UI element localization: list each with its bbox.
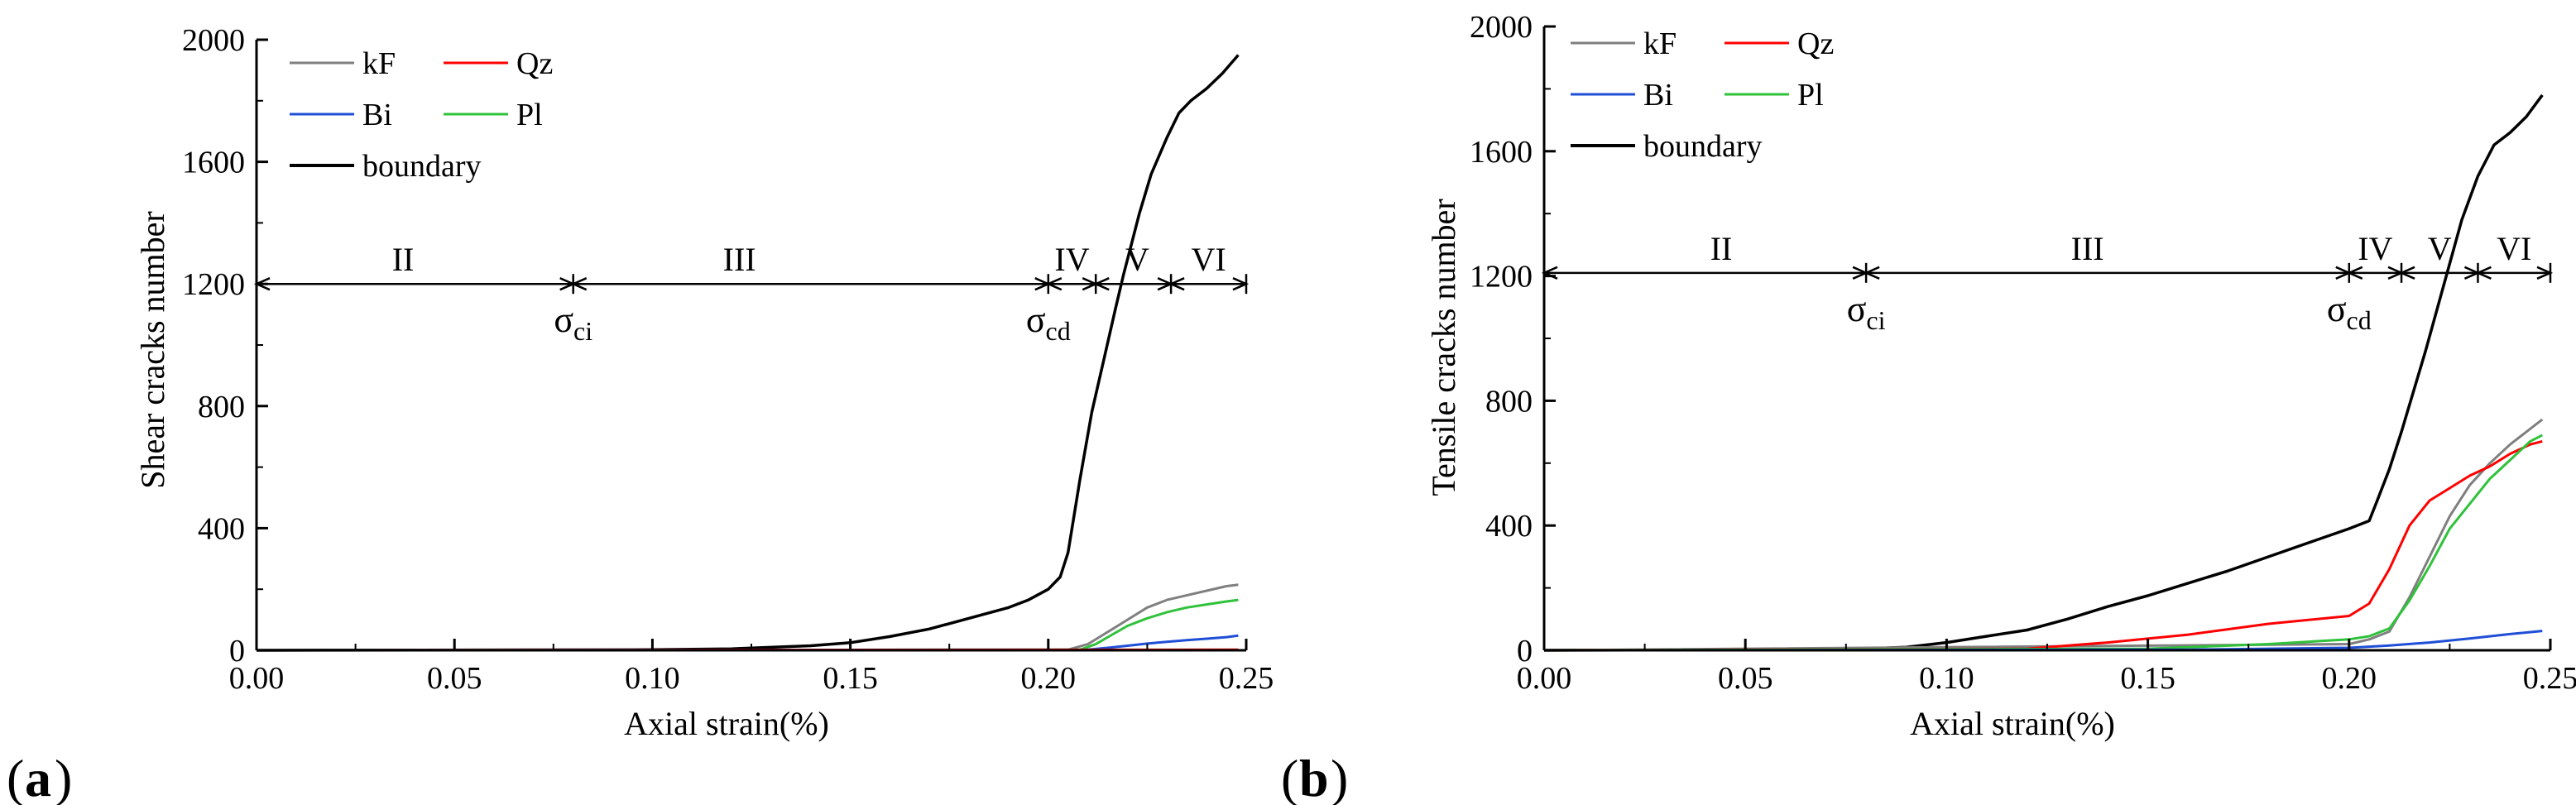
stage-arrowhead xyxy=(1168,277,1185,291)
svg-text:(: ( xyxy=(1281,749,1298,805)
legend-label-kf: kF xyxy=(362,46,396,81)
y-tick-label: 2000 xyxy=(1470,10,1533,45)
legend: kF Qz Bi Pl boundary xyxy=(1571,26,1834,164)
threshold-label-ci: σci xyxy=(1847,289,1886,335)
legend-label-qz: Qz xyxy=(516,46,553,81)
stage-label: III xyxy=(723,241,756,278)
stage-arrowhead xyxy=(2536,266,2554,280)
stage-label: V xyxy=(2428,230,2452,267)
series-line-kf xyxy=(256,583,1239,652)
y-axis-title: Shear cracks number xyxy=(134,211,171,488)
axes-layer: 0.00 0.05 0.10 0.15 0.20 0.25 0 400 800 1200 1600 2… xyxy=(1470,10,2576,696)
y-tick-label: 800 xyxy=(1485,384,1533,419)
legend-label-boundary: boundary xyxy=(362,149,482,184)
series-line-pl xyxy=(256,598,1239,652)
x-tick-label: 0.20 xyxy=(2322,661,2377,696)
legend-label-bi: Bi xyxy=(1643,78,1673,113)
stage-arrowhead xyxy=(2475,266,2492,280)
x-tick-label: 0.05 xyxy=(1718,661,1773,696)
x-tick-label: 0.15 xyxy=(823,661,878,696)
stage-label: II xyxy=(1710,230,1733,267)
x-tick-label: 0.15 xyxy=(2120,661,2175,696)
svg-text:b: b xyxy=(1299,749,1329,805)
stage-arrowhead xyxy=(570,277,588,291)
y-tick-label: 400 xyxy=(198,511,245,546)
stage-arrowhead xyxy=(1232,277,1250,291)
stage-arrowhead xyxy=(2398,266,2415,280)
x-tick-label: 0.20 xyxy=(1021,661,1077,696)
stage-label: IV xyxy=(2358,230,2392,267)
panel-label-a: ( a ) xyxy=(7,749,72,805)
x-tick-label: 0.10 xyxy=(1919,661,1974,696)
legend-label-bi: Bi xyxy=(362,98,392,132)
y-tick-label: 0 xyxy=(229,634,245,668)
svg-text:(: ( xyxy=(7,749,24,805)
legend-label-kf: kF xyxy=(1643,26,1677,61)
stage-arrowhead xyxy=(1045,277,1063,291)
stage-arrowhead xyxy=(2346,266,2363,280)
x-tick-label: 0.05 xyxy=(427,661,482,696)
y-tick-label: 0 xyxy=(1517,634,1533,668)
x-tick-label: 0.00 xyxy=(229,661,285,696)
stage-label: III xyxy=(2071,230,2104,267)
stage-label: VI xyxy=(1191,241,1226,278)
stage-label: VI xyxy=(2497,230,2531,267)
threshold-label-ci: σci xyxy=(554,299,592,346)
y-tick-label: 1200 xyxy=(1470,260,1533,295)
x-tick-label: 0.00 xyxy=(1517,661,1572,696)
stage-arrowhead xyxy=(1864,266,1880,280)
x-axis-title: Axial strain(%) xyxy=(624,705,829,742)
legend-label-qz: Qz xyxy=(1797,26,1834,61)
series-line-qz xyxy=(1543,439,2543,652)
y-tick-label: 800 xyxy=(198,390,245,424)
threshold-label-cd: σcd xyxy=(1026,299,1071,346)
panel-label-b: ( b ) xyxy=(1281,749,1348,805)
y-tick-label: 400 xyxy=(1485,509,1533,544)
stage-label: V xyxy=(1125,241,1149,278)
svg-text:a: a xyxy=(25,749,51,805)
axes-layer: 0.00 0.05 0.10 0.15 0.20 0.25 0 400 800 1200 1600 2… xyxy=(182,23,1274,696)
y-axis-title: Tensile cracks number xyxy=(1425,199,1462,496)
y-tick-label: 1600 xyxy=(182,146,245,180)
y-tick-label: 2000 xyxy=(182,23,245,58)
x-tick-label: 0.10 xyxy=(625,661,680,696)
x-tick-label: 0.25 xyxy=(2523,661,2576,696)
threshold-label-cd: σcd xyxy=(2327,289,2372,335)
stage-label: IV xyxy=(1054,241,1089,278)
series-layer xyxy=(1543,93,2544,652)
series-layer xyxy=(256,54,1240,652)
legend-label-pl: Pl xyxy=(516,98,543,132)
legend-label-pl: Pl xyxy=(1797,78,1824,113)
series-line-boundary xyxy=(256,54,1240,652)
y-tick-label: 1200 xyxy=(182,267,245,302)
series-line-kf xyxy=(1543,418,2544,652)
legend-label-boundary: boundary xyxy=(1643,129,1763,164)
svg-text:): ) xyxy=(55,749,72,805)
series-line-pl xyxy=(1543,434,2543,652)
x-axis-title: Axial strain(%) xyxy=(1910,705,2115,742)
x-tick-label: 0.25 xyxy=(1219,661,1274,696)
y-tick-label: 1600 xyxy=(1470,135,1533,170)
stage-label: II xyxy=(392,241,415,278)
svg-text:): ) xyxy=(1331,749,1348,805)
stage-arrowhead xyxy=(1093,277,1110,291)
series-line-boundary xyxy=(1543,93,2544,652)
legend: kF Qz Bi Pl boundary xyxy=(290,46,553,184)
